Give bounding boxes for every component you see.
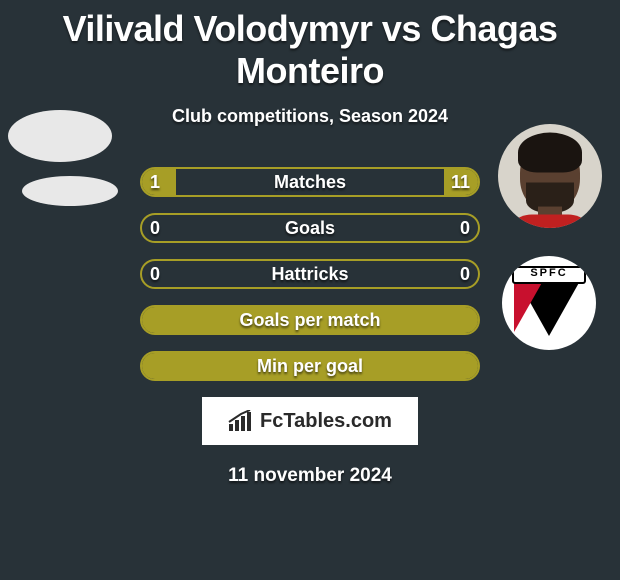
stat-row: 00Goals bbox=[0, 213, 620, 243]
stat-row: Min per goal bbox=[0, 351, 620, 381]
chart-icon bbox=[228, 410, 254, 432]
stat-row: Goals per match bbox=[0, 305, 620, 335]
stat-label: Min per goal bbox=[140, 351, 480, 381]
page-title: Vilivald Volodymyr vs Chagas Monteiro bbox=[0, 0, 620, 92]
stat-label: Goals bbox=[140, 213, 480, 243]
stat-row: 00Hattricks bbox=[0, 259, 620, 289]
stat-label: Goals per match bbox=[140, 305, 480, 335]
stat-row: 111Matches bbox=[0, 167, 620, 197]
stats-section: 111Matches 00Goals 00Hattricks Goals per ma… bbox=[0, 167, 620, 381]
brand-badge: FcTables.com bbox=[202, 397, 418, 445]
date-text: 11 november 2024 bbox=[0, 465, 620, 487]
player-left-avatar bbox=[8, 110, 112, 162]
brand-text: FcTables.com bbox=[260, 410, 392, 433]
stat-label: Hattricks bbox=[140, 259, 480, 289]
stat-label: Matches bbox=[140, 167, 480, 197]
